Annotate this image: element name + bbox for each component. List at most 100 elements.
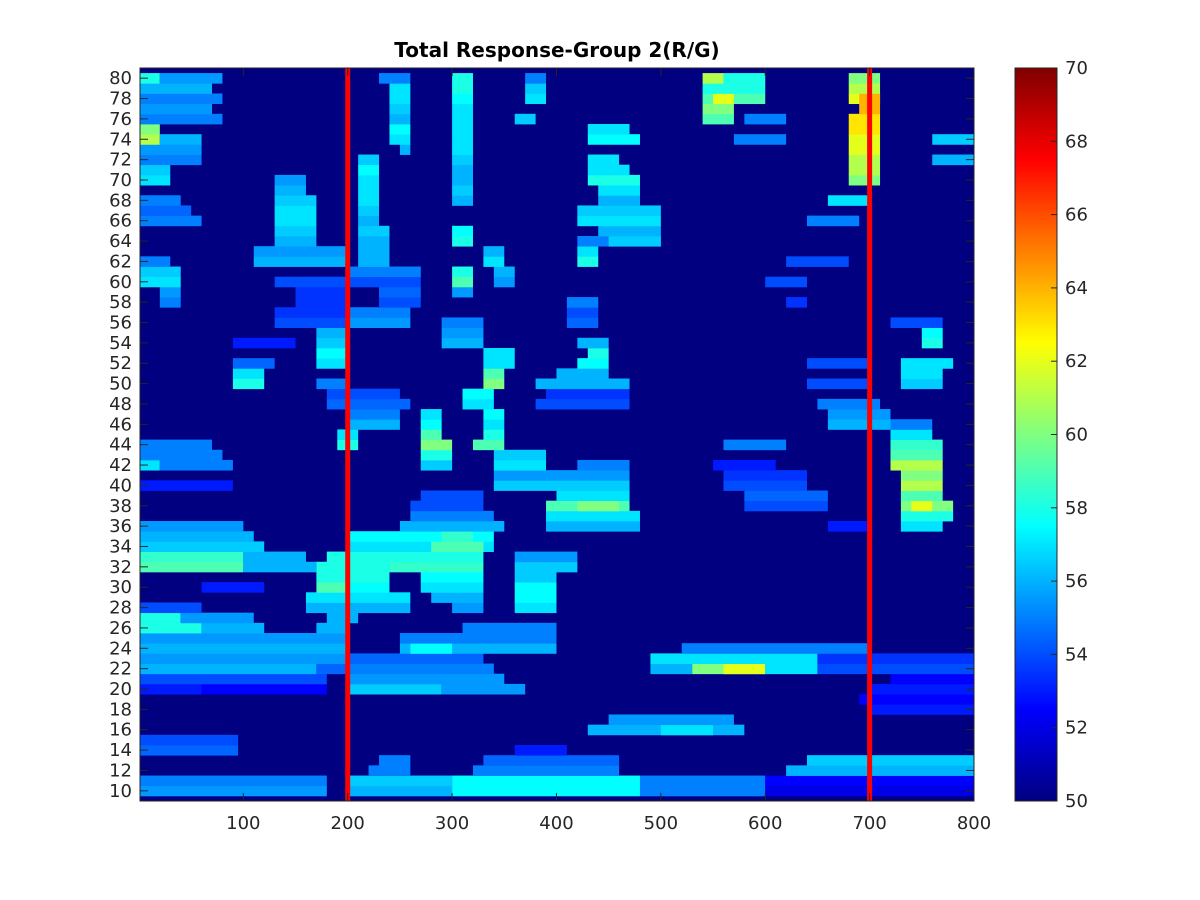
colorbar: 50 52 54 56 58 60 62 64 66 68 70 [1014,58,1088,812]
heatmap-cell [140,215,202,227]
heatmap-cell [316,571,390,583]
heatmap-cell [140,144,202,155]
heatmap-cell [399,144,411,155]
heatmap-cell [358,246,390,257]
heatmap-cell [305,602,411,614]
heatmap-cell [577,246,599,257]
heatmap-cell [140,521,244,532]
heatmap-cell [702,73,724,84]
heatmap-cell [587,164,630,176]
heatmap-cell [316,378,348,390]
heatmap-cell [639,775,766,787]
heatmap-cell [483,429,505,440]
heatmap-cell [358,174,380,186]
heatmap-cell [326,398,411,410]
heatmap-cell [243,561,317,573]
heatmap-cell [608,235,661,247]
heatmap-cell [744,500,828,512]
colorbar-tick-label: 64 [1065,278,1088,299]
heatmap-cell [452,83,473,94]
heatmap-cell [452,266,473,278]
heatmap-cell [713,459,776,471]
heatmap-cell [452,785,640,797]
heatmap-cell [159,134,202,145]
heatmap-cell [431,541,484,552]
colorbar-tick-label: 56 [1065,571,1088,592]
heatmap-cell [140,113,223,125]
heatmap-cell [358,225,390,237]
y-tick-label: 24 [109,638,132,659]
heatmap-cell [890,429,933,440]
heatmap-cell [566,297,599,308]
heatmap-cell [368,765,411,776]
heatmap-cell [358,215,380,227]
heatmap-cell [577,337,609,349]
heatmap-cell [890,439,943,451]
heatmap-cell [140,154,202,166]
heatmap-cell [232,337,296,349]
heatmap-cell [723,439,787,451]
heatmap-cell [140,643,348,654]
heatmap-cell [347,276,421,288]
heatmap-cell [452,144,473,155]
heatmap-cell [723,470,807,481]
heatmap-cell [358,205,380,217]
heatmap-cell [483,358,515,369]
heatmap-cell [650,663,693,675]
heatmap-cell [326,551,484,563]
heatmap-cell [431,592,484,603]
colorbar-ticks: 50 52 54 56 58 60 62 64 66 68 70 [1051,58,1088,812]
heatmap-cell [347,673,505,685]
heatmap-cell [452,134,473,145]
y-tick-label: 40 [109,475,132,496]
heatmap-cell [566,307,599,318]
heatmap-cell [900,521,943,532]
y-tick-label: 78 [109,89,132,110]
heatmap-cell [890,419,933,430]
x-tick-label: 100 [226,813,260,834]
heatmap-cell [316,337,348,349]
heatmap-cell [587,123,630,135]
heatmap-cell [140,83,213,94]
heatmap-cell [848,144,881,155]
heatmap-cell [587,174,640,186]
y-tick-label: 52 [109,353,132,374]
heatmap-cell [598,195,640,206]
heatmap-cell [159,459,233,471]
heatmap-cell [316,327,348,339]
heatmap-cell [786,765,974,776]
y-tick-label: 12 [109,760,132,781]
heatmap-cell [932,134,974,145]
heatmap-cell [410,643,453,654]
heatmap-cell [452,103,473,115]
y-tick-label: 60 [109,272,132,293]
heatmap-cell [660,724,714,736]
heatmap-cell [744,490,828,502]
heatmap-cell [140,123,160,135]
y-tick-label: 16 [109,720,132,741]
colorbar-tick-label: 52 [1065,718,1088,739]
heatmap-cell [140,551,244,563]
heatmap-cell [232,358,275,369]
heatmap-cell [525,93,547,105]
heatmap-cell [577,205,661,217]
heatmap-cell [452,73,473,84]
heatmap-cell [140,633,348,644]
heatmap-cell [577,358,609,369]
heatmap-cell [347,582,390,593]
heatmap-cell [347,683,442,695]
heatmap-cell [420,490,484,502]
heatmap-cell [723,480,807,491]
heatmap-cell [472,765,620,776]
heatmap-cell [577,500,620,512]
heatmap-cell [493,480,630,491]
heatmap-cell [702,113,734,125]
heatmap-cell [347,531,494,542]
heatmap-cell [379,286,421,298]
heatmap-cell [326,388,400,400]
y-tick-label: 42 [109,455,132,476]
heatmap-cell [389,134,411,145]
heatmap-cell [900,510,954,522]
y-tick-label: 80 [109,68,132,89]
heatmap-cell [921,327,943,339]
